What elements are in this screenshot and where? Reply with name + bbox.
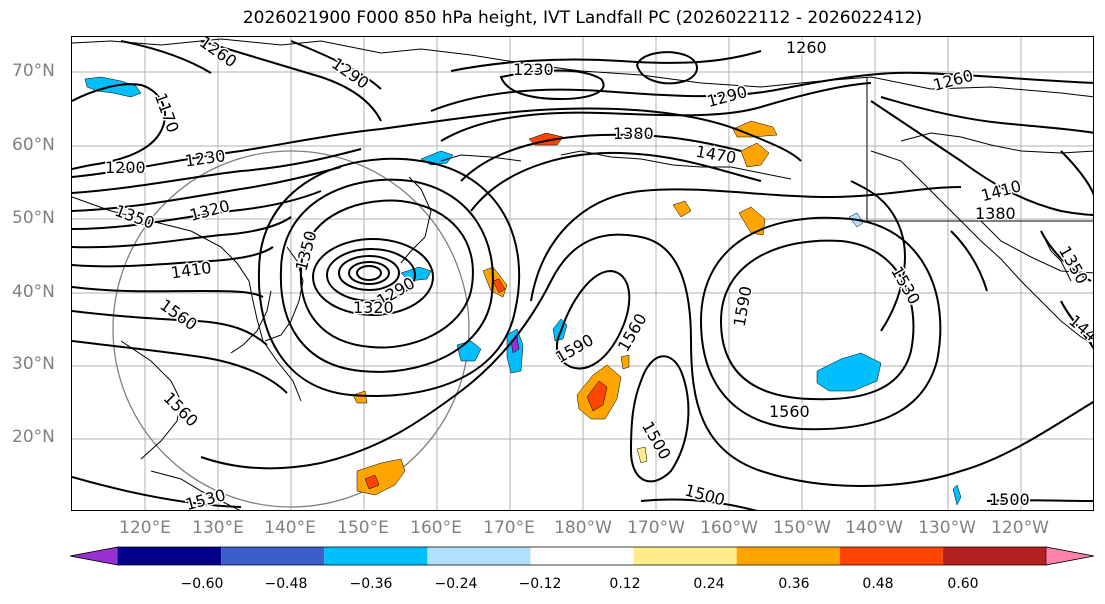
ivt-positive-fills bbox=[352, 120, 778, 496]
contour-label: 1500 bbox=[683, 481, 727, 510]
lon-label-150w: 150°W bbox=[773, 518, 831, 538]
colorbar-outline bbox=[70, 546, 1094, 566]
contour-label: 1230 bbox=[184, 146, 227, 170]
lon-label-170e: 170°E bbox=[483, 518, 535, 538]
colorbar-tick: 0.24 bbox=[693, 576, 725, 592]
contour-label: 1500 bbox=[989, 490, 1030, 509]
colorbar-swatch bbox=[633, 547, 737, 565]
colorbar-tick: 0.60 bbox=[947, 576, 979, 592]
lat-label-40: 40°N bbox=[12, 282, 55, 302]
colorbar-tick: 0.36 bbox=[778, 576, 810, 592]
radius-circle bbox=[112, 150, 470, 508]
colorbar bbox=[70, 546, 1094, 566]
contour-label: 1350 bbox=[112, 201, 157, 233]
map-panel: 1260 1260 1260 1290 1230 1290 1170 1380 … bbox=[71, 36, 1094, 511]
lon-label-140e: 140°E bbox=[264, 518, 316, 538]
contour-label: 1530 bbox=[183, 485, 227, 511]
lon-label-140w: 140°W bbox=[845, 518, 903, 538]
colorbar-swatch bbox=[1045, 546, 1094, 566]
map-svg: 1260 1260 1260 1290 1230 1290 1170 1380 … bbox=[72, 37, 1094, 511]
lat-label-60: 60°N bbox=[12, 135, 55, 155]
contour-label: 1380 bbox=[975, 204, 1016, 223]
contour-label: 1260 bbox=[786, 38, 827, 57]
colorbar-tick: 0.12 bbox=[609, 576, 641, 592]
contour-label: 1440 bbox=[1065, 311, 1094, 352]
contour-label: 1560 bbox=[769, 402, 810, 421]
lon-label-150e: 150°E bbox=[337, 518, 389, 538]
colorbar-tick: 0.48 bbox=[862, 576, 894, 592]
colorbar-swatch bbox=[70, 546, 119, 566]
contour-label: 1560 bbox=[160, 388, 202, 430]
contour-label: 1230 bbox=[513, 60, 554, 79]
graticule bbox=[72, 37, 1093, 510]
colorbar-swatch bbox=[736, 547, 840, 565]
lat-label-70: 70°N bbox=[12, 61, 55, 81]
lat-label-50: 50°N bbox=[12, 208, 55, 228]
contour-label: 1530 bbox=[887, 263, 924, 308]
contour-label: 1170 bbox=[151, 90, 183, 135]
contour-label: 1410 bbox=[170, 258, 213, 282]
colorbar-swatch bbox=[839, 547, 943, 565]
colorbar-swatch bbox=[530, 547, 634, 565]
colorbar-swatch bbox=[427, 547, 531, 565]
contour-label: 1560 bbox=[156, 295, 200, 334]
colorbar-swatch bbox=[942, 547, 1046, 565]
colorbar-swatch bbox=[221, 547, 325, 565]
colorbar-tick: −0.36 bbox=[349, 576, 393, 592]
contour-label: 1320 bbox=[353, 298, 394, 317]
colorbar-tick: −0.60 bbox=[180, 576, 224, 592]
lon-label-170w: 170°W bbox=[627, 518, 685, 538]
lon-label-180w: 180°W bbox=[554, 518, 612, 538]
lon-label-160w: 160°W bbox=[700, 518, 758, 538]
contour-label: 1410 bbox=[979, 176, 1023, 205]
contour-label: 1380 bbox=[613, 124, 654, 143]
map-title: 2026021900 F000 850 hPa height, IVT Land… bbox=[242, 8, 923, 28]
colorbar-tick: −0.12 bbox=[518, 576, 562, 592]
height-contours bbox=[72, 40, 1093, 510]
colorbar-tick: −0.24 bbox=[434, 576, 478, 592]
contour-label: 1260 bbox=[931, 66, 975, 95]
colorbar-swatch bbox=[118, 547, 222, 565]
lon-label-130e: 130°E bbox=[192, 518, 244, 538]
ivt-negative-fills bbox=[84, 76, 962, 506]
contour-label: 1350 bbox=[1055, 243, 1092, 288]
contour-label: 1200 bbox=[105, 158, 146, 177]
colorbar-swatch bbox=[324, 547, 428, 565]
colorbar-tick: −0.48 bbox=[264, 576, 308, 592]
lat-label-30: 30°N bbox=[12, 354, 55, 374]
lon-label-160e: 160°E bbox=[410, 518, 462, 538]
lon-label-130w: 130°W bbox=[918, 518, 976, 538]
contour-label: 1290 bbox=[328, 54, 372, 93]
lon-label-120w: 120°W bbox=[991, 518, 1049, 538]
lat-label-20: 20°N bbox=[12, 427, 55, 447]
lon-label-120e: 120°E bbox=[119, 518, 171, 538]
contour-label: 1590 bbox=[730, 285, 756, 328]
contour-label: 1290 bbox=[705, 82, 749, 111]
contour-label: 1320 bbox=[187, 196, 231, 225]
